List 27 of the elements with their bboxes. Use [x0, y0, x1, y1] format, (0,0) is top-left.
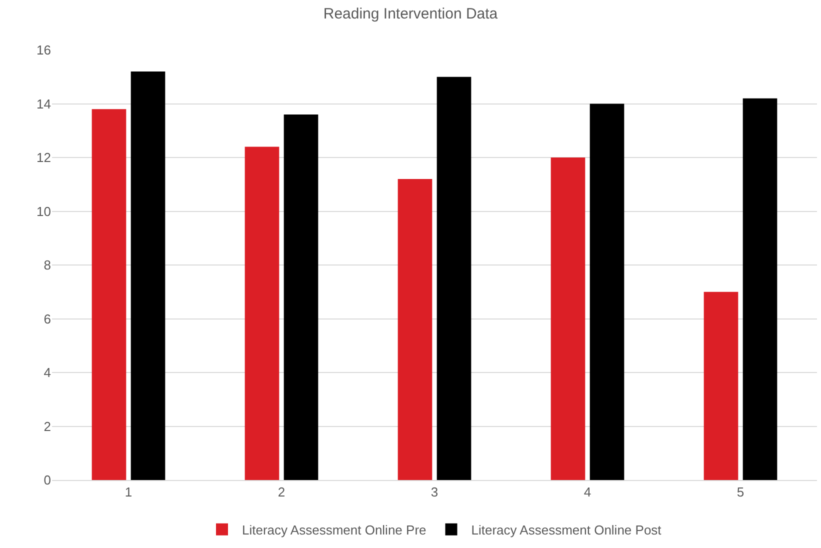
y-tick-label: 4	[44, 365, 51, 380]
y-tick-label: 16	[36, 42, 51, 58]
bar	[398, 179, 432, 480]
legend-label: Literacy Assessment Online Post	[471, 522, 662, 538]
y-tick-label: 0	[44, 472, 51, 488]
y-tick-label: 14	[36, 96, 51, 112]
bar	[590, 104, 624, 480]
bar	[284, 114, 318, 480]
bar	[436, 76, 472, 480]
bar	[244, 146, 280, 480]
bar	[742, 98, 778, 480]
x-tick-label: 5	[736, 484, 744, 500]
chart-title: Reading Intervention Data	[323, 6, 498, 23]
x-tick-label: 4	[584, 484, 592, 500]
legend-label: Literacy Assessment Online Pre	[242, 522, 426, 538]
bar	[130, 72, 166, 480]
x-tick-label: 1	[124, 484, 132, 500]
y-tick-label: 10	[36, 204, 51, 219]
y-tick-label: 6	[44, 311, 51, 326]
y-tick-label: 8	[44, 258, 51, 273]
y-tick-label: 2	[44, 418, 51, 434]
bar	[550, 158, 586, 480]
y-tick-label: 12	[36, 150, 51, 166]
x-tick-label: 3	[430, 484, 438, 500]
bar	[92, 109, 126, 480]
bar	[704, 292, 738, 480]
x-tick-label: 2	[278, 484, 286, 500]
